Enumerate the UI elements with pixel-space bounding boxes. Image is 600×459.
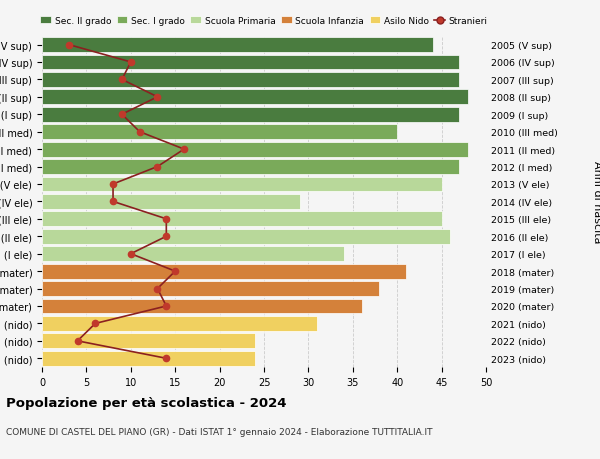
Bar — [42, 281, 379, 297]
Bar — [42, 351, 255, 366]
Bar — [42, 125, 397, 140]
Text: Popolazione per età scolastica - 2024: Popolazione per età scolastica - 2024 — [6, 396, 287, 409]
Bar — [42, 212, 442, 227]
Bar — [42, 247, 344, 262]
Bar — [42, 73, 460, 88]
Text: COMUNE DI CASTEL DEL PIANO (GR) - Dati ISTAT 1° gennaio 2024 - Elaborazione TUTT: COMUNE DI CASTEL DEL PIANO (GR) - Dati I… — [6, 427, 433, 436]
Bar — [42, 56, 460, 70]
Bar — [42, 299, 362, 313]
Bar — [42, 142, 468, 157]
Bar — [42, 107, 460, 123]
Bar — [42, 177, 442, 192]
Bar — [42, 230, 451, 244]
Bar — [42, 264, 406, 279]
Bar — [42, 90, 468, 105]
Text: Anni di nascita: Anni di nascita — [592, 161, 600, 243]
Bar — [42, 334, 255, 348]
Bar — [42, 160, 460, 174]
Bar — [42, 316, 317, 331]
Bar — [42, 195, 299, 209]
Bar — [42, 38, 433, 53]
Legend: Sec. II grado, Sec. I grado, Scuola Primaria, Scuola Infanzia, Asilo Nido, Stran: Sec. II grado, Sec. I grado, Scuola Prim… — [40, 17, 488, 26]
